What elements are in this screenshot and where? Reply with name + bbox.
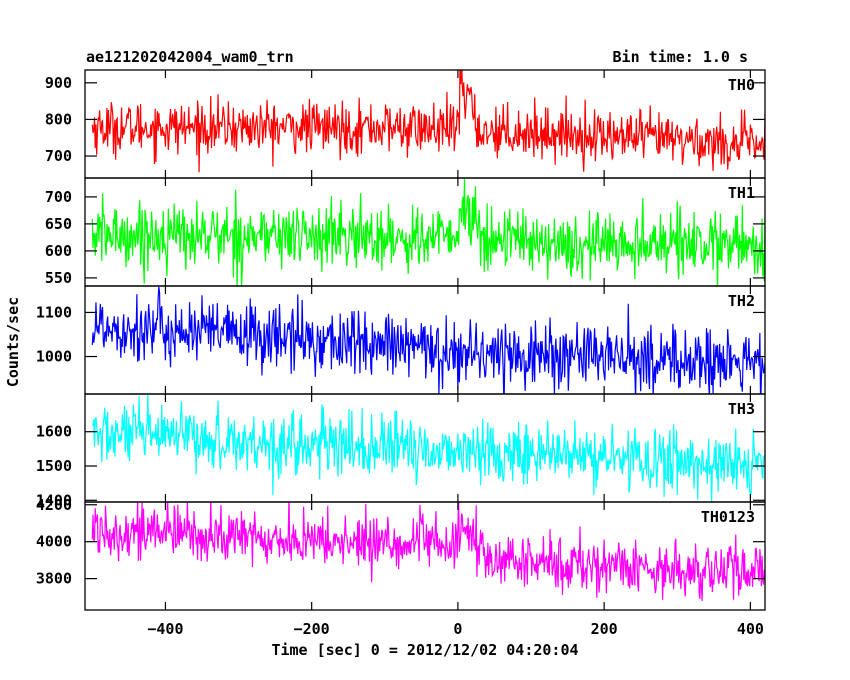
chart-title-right: Bin time: 1.0 s [613,48,748,66]
panel-name-label: TH2 [728,292,755,310]
x-tick-label: 400 [737,620,764,638]
chart-title-left: ae121202042004_wam0_trn [86,48,294,66]
y-tick-label: 800 [45,110,72,128]
y-tick-label: 1500 [36,457,72,475]
y-tick-label: 550 [45,269,72,287]
y-tick-label: 900 [45,74,72,92]
panels-layer: 700 800 900 TH0 550 600 650 700 TH1 1000 1100 TH2 14… [36,69,766,638]
panel-name-label: TH1 [728,184,755,202]
panel-th3: 1400 1500 1600 TH3 [36,393,766,509]
y-tick-label: 3800 [36,570,72,588]
panel-name-label: TH3 [728,400,755,418]
panel-name-label: TH0 [728,76,755,94]
y-tick-label: 1000 [36,348,72,366]
y-axis-label: Counts/sec [4,297,22,387]
y-tick-label: 4000 [36,533,72,551]
y-tick-label: 600 [45,242,72,260]
y-tick-label: 1100 [36,303,72,321]
panel-th1: 550 600 650 700 TH1 [45,177,766,287]
series-line-th1 [91,178,765,286]
panel-name-label: TH0123 [701,508,755,526]
panel-th2: 1000 1100 TH2 [36,285,766,395]
y-tick-label: 650 [45,215,72,233]
y-tick-label: 4200 [36,496,72,514]
series-line-th2 [91,286,765,394]
y-tick-label: 1400 [36,491,72,509]
series-line-th3 [92,394,765,502]
x-tick-label: −400 [147,620,183,638]
panel-frame [84,501,766,611]
x-tick-label: 200 [591,620,618,638]
x-tick-label: −200 [294,620,330,638]
series-line-th0 [91,70,765,173]
x-axis-label: Time [sec] 0 = 2012/12/02 04:20:04 [271,641,578,659]
x-tick-label: 0 [453,620,462,638]
series-line-th0123 [91,502,765,601]
y-tick-label: 1600 [36,423,72,441]
y-tick-label: 700 [45,188,72,206]
panel-th0123: 3800 4000 4200 TH0123 [36,496,766,611]
y-tick-label: 700 [45,147,72,165]
